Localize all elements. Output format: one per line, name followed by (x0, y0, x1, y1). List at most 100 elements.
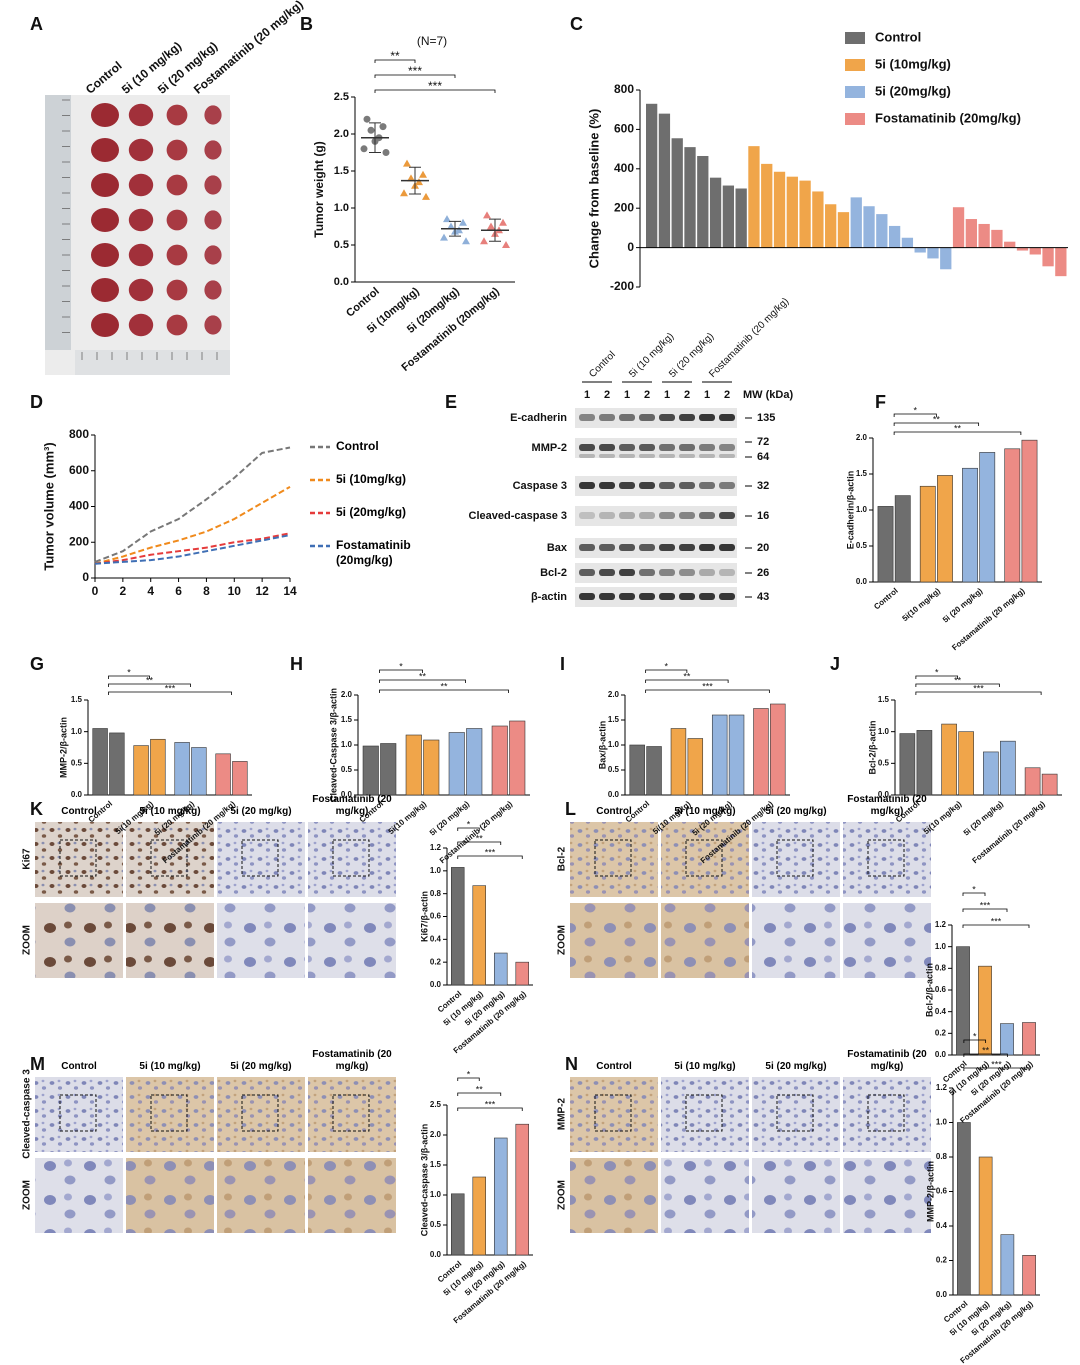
ihc-image (35, 1077, 123, 1152)
bar (493, 1137, 508, 1256)
zoom-box (241, 839, 279, 877)
blot-band (699, 414, 715, 421)
blot-band (719, 544, 735, 551)
panel-label: H (290, 654, 303, 674)
line-series (94, 532, 291, 565)
bar (1021, 439, 1038, 583)
ihc-row-label: Cleaved-caspase 3 (22, 1069, 33, 1159)
data-point (379, 123, 387, 131)
ihc-column-label: Control (61, 1061, 97, 1072)
y-tick-label: 1.0 (878, 727, 890, 736)
y-axis-label: Cleaved-caspase 3/β-actin (419, 1124, 429, 1237)
y-tick-label: 0.4 (936, 1221, 948, 1230)
bar (1004, 448, 1021, 583)
zoom-box (150, 1094, 188, 1132)
blot-band (619, 512, 635, 519)
blot-band (719, 512, 735, 519)
bar (978, 223, 990, 248)
bar (956, 946, 970, 1056)
ihc-zoom-image (843, 1158, 931, 1233)
blot-band (619, 593, 635, 600)
x-tick-label: 5i (20 mg/kg) (941, 586, 985, 625)
panel-label: C (570, 14, 583, 34)
tumor (91, 103, 119, 127)
ihc-image (35, 822, 123, 897)
significance-label: ** (982, 1045, 990, 1055)
bar (979, 452, 996, 583)
y-axis-label: Change from baseline (%) (586, 109, 601, 269)
blot-lane-label: 2 (724, 389, 730, 401)
y-axis-label: Cleaved-Caspase 3/β-actin (328, 688, 338, 802)
zoom-box (59, 1094, 97, 1132)
tumor (166, 279, 188, 301)
ihc-zoom-image (35, 903, 123, 978)
bar (1000, 740, 1016, 796)
blot-mw-label: 72 (757, 436, 769, 448)
y-tick-label: 400 (69, 499, 89, 513)
panel-label: G (30, 654, 44, 674)
legend-swatch (845, 86, 865, 98)
y-tick-label: 1.2 (935, 920, 947, 929)
tumor (91, 243, 119, 267)
y-tick-label: 2.0 (334, 128, 349, 140)
blot-band (659, 544, 675, 551)
ihc-zoom-image (752, 1158, 840, 1233)
significance-bracket (379, 679, 466, 683)
ihc-column-label: Fostamatinib (20 mg/kg) (312, 794, 392, 817)
data-point (487, 222, 495, 230)
tumor (128, 313, 154, 337)
data-point (419, 170, 427, 178)
blot-band (599, 593, 615, 600)
bar (1055, 247, 1067, 277)
y-axis-label: Bax/β-actin (597, 721, 607, 770)
significance-bracket (915, 675, 959, 679)
bar (812, 191, 824, 248)
significance-label: *** (165, 683, 176, 693)
significance-label: ** (933, 414, 941, 424)
bar (1024, 767, 1041, 796)
significance-bracket (108, 675, 150, 679)
bar (850, 197, 862, 248)
bar (1022, 1255, 1036, 1296)
ihc-zoom-image (661, 1158, 749, 1233)
zoom-box (685, 1094, 723, 1132)
blot-band (599, 414, 615, 421)
blot-lane-label: 2 (644, 389, 650, 401)
legend-swatch (845, 113, 865, 125)
significance-label: *** (991, 916, 1002, 926)
y-axis-label: MMP-2/β-actin (925, 1161, 935, 1222)
bar (515, 1123, 529, 1256)
blot-band (619, 569, 635, 576)
bar (450, 867, 465, 986)
y-tick-label: 2.0 (341, 690, 353, 699)
tumor (166, 174, 188, 196)
blot-band (679, 593, 695, 600)
blot-band (719, 569, 735, 576)
ihc-image (843, 822, 931, 897)
y-tick-label: 1.0 (341, 740, 353, 749)
blot-mw-label: 135 (757, 412, 775, 424)
bar (786, 176, 798, 248)
tumor (204, 280, 222, 300)
x-tick-label: 2 (120, 584, 127, 598)
significance-bracket (962, 892, 986, 896)
blot-band (699, 593, 715, 600)
blot-band (619, 544, 635, 551)
bar (133, 745, 149, 796)
bar (899, 733, 916, 796)
error-bar (489, 218, 501, 242)
blot-band (579, 454, 595, 458)
blot-strip (575, 408, 737, 428)
bar (825, 204, 837, 248)
bar (876, 214, 888, 248)
y-tick-label: 0.0 (341, 790, 353, 799)
error-bar (369, 122, 381, 153)
ihc-image (661, 822, 749, 897)
significance-label: ** (146, 675, 154, 685)
data-point (400, 189, 408, 197)
bar (965, 219, 977, 248)
bar (646, 746, 662, 796)
bar (1004, 241, 1016, 248)
blot-lane-label: 1 (704, 389, 710, 401)
ihc-zoom-image (308, 1158, 396, 1233)
